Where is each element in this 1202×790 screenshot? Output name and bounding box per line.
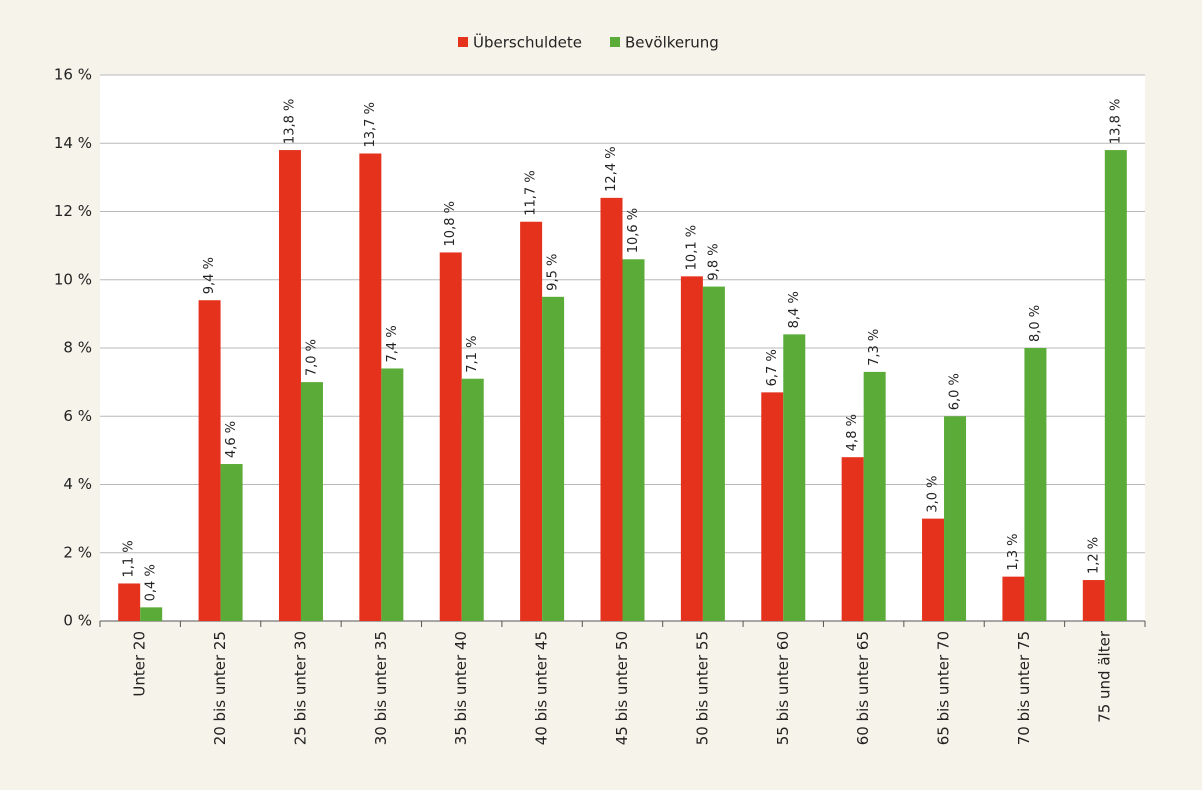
bar (300, 382, 323, 621)
value-label: 13,7 % (363, 102, 378, 147)
value-label: 1,2 % (1086, 537, 1101, 574)
bar (1024, 348, 1047, 621)
bar (381, 368, 404, 621)
value-label: 6,7 % (765, 349, 780, 386)
x-tick-label: 50 bis unter 55 (693, 631, 711, 745)
legend-swatch (458, 37, 468, 47)
legend-swatch (610, 37, 620, 47)
value-label: 11,7 % (524, 170, 539, 215)
x-tick-label: 30 bis unter 35 (372, 631, 390, 745)
x-tick-label: 40 bis unter 45 (533, 631, 551, 745)
bar (702, 286, 725, 621)
x-tick-label: 20 bis unter 25 (211, 631, 229, 745)
bar (761, 392, 784, 621)
legend-label: Bevölkerung (625, 34, 719, 52)
bar (1002, 576, 1025, 621)
bar (439, 252, 462, 621)
value-label: 13,8 % (1108, 99, 1123, 144)
value-label: 8,4 % (787, 291, 802, 328)
y-tick-label: 2 % (63, 543, 92, 561)
x-tick-label: 55 bis unter 60 (774, 631, 792, 745)
bar (118, 583, 141, 621)
value-label: 7,0 % (304, 339, 319, 376)
value-label: 13,8 % (282, 99, 297, 144)
bar (922, 518, 945, 621)
bar (680, 276, 703, 621)
x-tick-label: 60 bis unter 65 (854, 631, 872, 745)
y-tick-label: 4 % (63, 475, 92, 493)
y-tick-label: 10 % (54, 270, 92, 288)
x-tick-label: 35 bis unter 40 (452, 631, 470, 745)
value-label: 9,4 % (202, 257, 217, 294)
bar (542, 296, 565, 621)
value-label: 7,3 % (867, 329, 882, 366)
value-label: 0,4 % (144, 564, 159, 601)
bar (140, 607, 163, 621)
y-tick-label: 6 % (63, 407, 92, 425)
value-label: 12,4 % (604, 146, 619, 191)
value-label: 1,1 % (122, 540, 137, 577)
value-label: 7,4 % (385, 325, 400, 362)
bar (622, 259, 645, 621)
bar (944, 416, 967, 621)
bar (1082, 580, 1105, 621)
y-tick-label: 8 % (63, 339, 92, 357)
value-label: 10,8 % (443, 201, 458, 246)
bar (198, 300, 221, 621)
value-label: 1,3 % (1006, 533, 1021, 570)
value-label: 9,8 % (706, 243, 721, 280)
bar (220, 464, 243, 621)
bar (783, 334, 806, 621)
value-label: 10,1 % (684, 225, 699, 270)
bar (359, 153, 382, 622)
bar (600, 197, 623, 621)
legend-label: Überschuldete (473, 33, 582, 52)
y-tick-label: 12 % (54, 202, 92, 220)
x-tick-label: Unter 20 (131, 631, 149, 697)
value-label: 4,8 % (845, 414, 860, 451)
y-tick-label: 16 % (54, 66, 92, 84)
value-label: 9,5 % (546, 254, 561, 291)
value-label: 7,1 % (465, 336, 480, 373)
y-tick-label: 0 % (63, 612, 92, 630)
bar (461, 378, 484, 621)
x-tick-label: 65 bis unter 70 (935, 631, 953, 745)
bar (278, 150, 301, 621)
bar (520, 221, 543, 622)
x-tick-label: 70 bis unter 75 (1015, 631, 1033, 745)
y-tick-label: 14 % (54, 134, 92, 152)
value-label: 6,0 % (948, 373, 963, 410)
bar (841, 457, 864, 621)
bar (863, 371, 886, 621)
x-tick-label: 75 und älter (1095, 630, 1113, 723)
value-label: 10,6 % (626, 208, 641, 253)
value-label: 3,0 % (926, 475, 941, 512)
x-tick-label: 25 bis unter 30 (291, 631, 309, 745)
x-tick-label: 45 bis unter 50 (613, 631, 631, 745)
value-label: 4,6 % (224, 421, 239, 458)
value-label: 8,0 % (1028, 305, 1043, 342)
bar (1104, 150, 1127, 621)
